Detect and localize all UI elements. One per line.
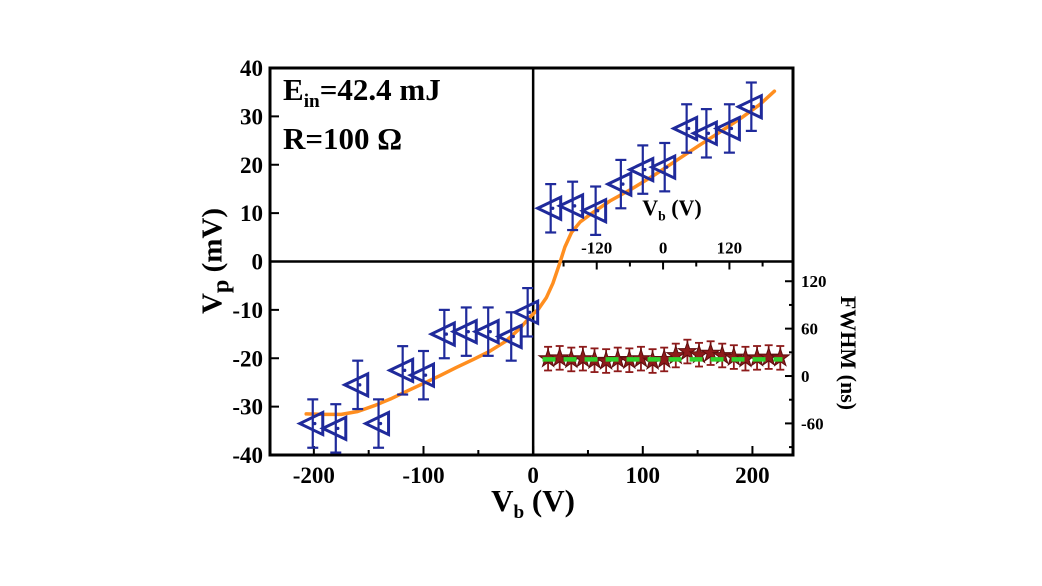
triangle-marker [712, 115, 741, 142]
marker-center-dot [423, 373, 428, 377]
y-tick-label: 10 [240, 201, 263, 226]
y-tick-label: -20 [232, 346, 263, 371]
star-marker [549, 346, 571, 367]
star-marker [676, 340, 698, 361]
star-marker [630, 347, 652, 368]
inset-x-tick-label: 0 [659, 239, 668, 258]
y-tick-label: -10 [232, 298, 263, 323]
triangle-marker [648, 153, 677, 181]
triangle-marker [579, 197, 608, 225]
annotation-text: =100 Ω [305, 121, 403, 156]
triangle-marker [341, 371, 370, 399]
triangle-marker [534, 194, 563, 222]
marker-center-dot [313, 421, 317, 426]
inset-x-axis-label: Vb (V) [642, 195, 702, 224]
marker-center-dot [336, 426, 340, 431]
y-tick-label: -40 [232, 443, 263, 468]
triangle-marker [407, 361, 436, 389]
inset-x-tick-label: 120 [717, 239, 743, 258]
marker-center-dot [550, 206, 555, 210]
inset-y-tick-label: 0 [801, 367, 810, 386]
inset-y-tick-label: 60 [801, 320, 818, 339]
inset-y-axis-label: FWHM (ns) [836, 295, 861, 411]
y-tick-label: 0 [252, 250, 264, 275]
triangle-marker [556, 192, 585, 220]
triangle-marker [296, 410, 325, 437]
y-tick-label: -30 [232, 395, 263, 420]
y-tick-label: 20 [240, 153, 263, 178]
y-tick-label: 30 [240, 104, 263, 129]
annotation-text: E [283, 72, 304, 107]
annotation-input-energy: Ein=42.4 mJ [283, 72, 441, 113]
x-tick-label: -100 [402, 463, 444, 488]
main-x-axis-label: Vb (V) [491, 483, 575, 524]
main-y-axis-label: Vp (mV) [196, 207, 235, 315]
inset-y-tick-label: -60 [801, 414, 824, 433]
triangle-marker [494, 323, 523, 350]
marker-center-dot [572, 204, 577, 208]
fit-curve [304, 89, 777, 417]
triangle-marker [626, 156, 655, 183]
marker-center-dot [706, 131, 711, 136]
marker-center-dot [466, 329, 470, 334]
star-marker [758, 346, 780, 367]
annotation-subscript: in [303, 91, 320, 113]
marker-center-dot [729, 126, 734, 131]
star-marker [700, 342, 722, 363]
triangle-marker [670, 115, 699, 142]
marker-center-dot [665, 165, 669, 169]
marker-center-dot [444, 332, 449, 336]
marker-center-dot [402, 368, 407, 373]
x-tick-label: 200 [735, 463, 770, 488]
marker-center-dot [621, 182, 625, 186]
x-tick-label: -200 [293, 463, 335, 488]
marker-center-dot [595, 209, 600, 213]
inset-y-tick-label: 120 [801, 272, 827, 291]
marker-center-dot [358, 383, 362, 387]
triangle-marker [604, 170, 633, 198]
x-tick-label: 100 [626, 463, 661, 488]
triangle-marker [319, 415, 348, 442]
triangle-marker [511, 298, 540, 326]
triangle-marker [471, 318, 500, 346]
annotation-text: =42.4 mJ [319, 72, 441, 107]
marker-center-dot [751, 105, 756, 109]
x-tick-label: 0 [527, 463, 539, 488]
triangle-marker [386, 356, 415, 384]
marker-center-dot [511, 334, 515, 339]
annotation-resistance: R=100 Ω [283, 121, 402, 162]
star-marker [653, 348, 675, 369]
star-marker [572, 347, 594, 368]
triangle-marker [689, 119, 718, 147]
y-tick-label: 40 [240, 56, 263, 81]
triangle-marker [362, 410, 391, 437]
marker-center-dot [643, 167, 647, 172]
triangle-marker [427, 320, 456, 348]
triangle-marker [734, 93, 763, 121]
marker-center-dot [527, 310, 532, 314]
inset-x-tick-label: -120 [581, 239, 612, 258]
marker-center-dot [488, 329, 492, 334]
marker-center-dot [686, 126, 691, 131]
annotation-text: R [283, 121, 306, 156]
marker-center-dot [378, 421, 383, 426]
